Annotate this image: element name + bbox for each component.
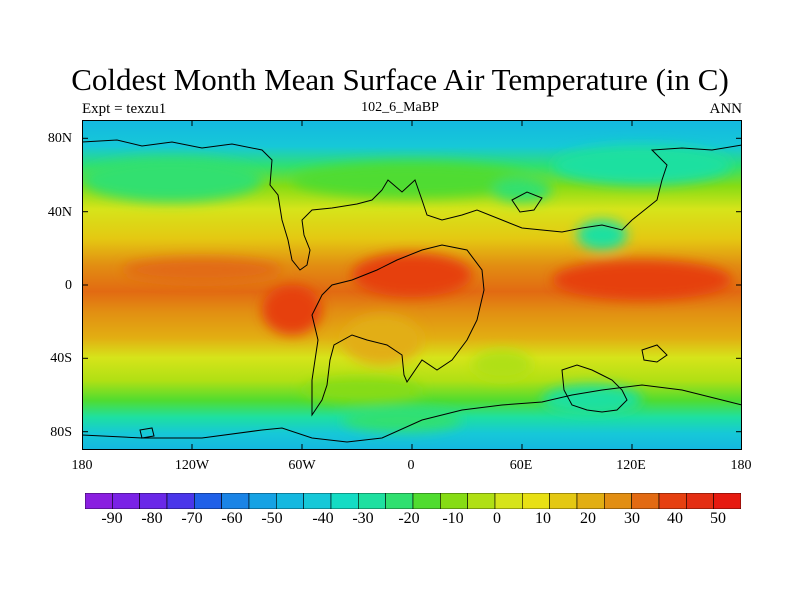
- colorbar: [85, 493, 741, 509]
- colorbar-label: -30: [352, 510, 374, 527]
- colorbar-swatch: [658, 493, 687, 509]
- colorbar-swatch: [385, 493, 414, 509]
- x-tick-label: 0: [407, 458, 415, 473]
- colorbar-swatch: [686, 493, 714, 509]
- colorbar-swatch: [112, 493, 140, 509]
- colorbar-swatch: [604, 493, 632, 509]
- colorbar-label: -70: [181, 510, 203, 527]
- colorbar-swatch: [330, 493, 359, 509]
- colorbar-label: 40: [667, 510, 683, 527]
- colorbar-swatch: [248, 493, 277, 509]
- colorbar-swatch: [440, 493, 468, 509]
- colorbar-swatch: [166, 493, 195, 509]
- continent-outlines: [82, 139, 742, 443]
- colorbar-swatch: [412, 493, 441, 509]
- x-tick-label: 120W: [174, 458, 210, 473]
- colorbar-swatch: [713, 493, 741, 509]
- island-outline: [139, 427, 155, 439]
- colorbar-label: 50: [710, 510, 726, 527]
- y-tick-label: 80N: [47, 131, 72, 146]
- colorbar-swatch: [522, 493, 550, 509]
- y-tick-label: 80S: [50, 425, 72, 440]
- central-continent-outline: [311, 244, 485, 417]
- island-outline: [641, 344, 668, 363]
- y-tick-label: 40S: [50, 351, 72, 366]
- colorbar-swatch: [358, 493, 386, 509]
- run-label: 102_6_MaBP: [361, 100, 439, 115]
- colorbar-label: -90: [101, 510, 123, 527]
- colorbar-swatch: [494, 493, 523, 509]
- colorbar-label: 30: [624, 510, 640, 527]
- colorbar-label: -60: [221, 510, 243, 527]
- colorbar-swatch: [303, 493, 332, 509]
- colorbar-swatch: [276, 493, 304, 509]
- colorbar-swatch: [139, 493, 168, 509]
- colorbar-swatch: [85, 493, 113, 509]
- southern-coastline: [82, 384, 742, 443]
- season-label: ANN: [709, 101, 743, 117]
- experiment-label: Expt = texzu1: [82, 101, 167, 117]
- map-title: Coldest Month Mean Surface Air Temperatu…: [71, 62, 729, 97]
- x-tick-label: 120E: [616, 458, 646, 473]
- x-tick-label: 180: [730, 458, 752, 473]
- colorbar-label: -10: [442, 510, 464, 527]
- colorbar-swatch: [549, 493, 578, 509]
- colorbar-label: 0: [493, 510, 501, 527]
- northern-coastline: [82, 139, 742, 271]
- colorbar-swatch: [221, 493, 250, 509]
- colorbar-label: -20: [398, 510, 420, 527]
- island-outline: [511, 191, 543, 213]
- colorbar-swatch: [467, 493, 496, 509]
- y-tick-label: 40N: [47, 205, 72, 220]
- colorbar-swatch: [631, 493, 660, 509]
- x-tick-label: 180: [71, 458, 93, 473]
- axis-ticks: [82, 120, 742, 450]
- southern-landmass-outline: [561, 364, 628, 413]
- colorbar-label: -80: [141, 510, 163, 527]
- colorbar-label: -50: [261, 510, 283, 527]
- colorbar-label: 10: [535, 510, 551, 527]
- colorbar-swatch: [576, 493, 605, 509]
- y-tick-label: 0: [65, 278, 72, 293]
- colorbar-label: 20: [580, 510, 596, 527]
- colorbar-label: -40: [312, 510, 334, 527]
- temperature-map: [82, 120, 742, 450]
- x-tick-label: 60E: [509, 458, 533, 473]
- x-tick-label: 60W: [288, 458, 316, 473]
- colorbar-swatch: [194, 493, 222, 509]
